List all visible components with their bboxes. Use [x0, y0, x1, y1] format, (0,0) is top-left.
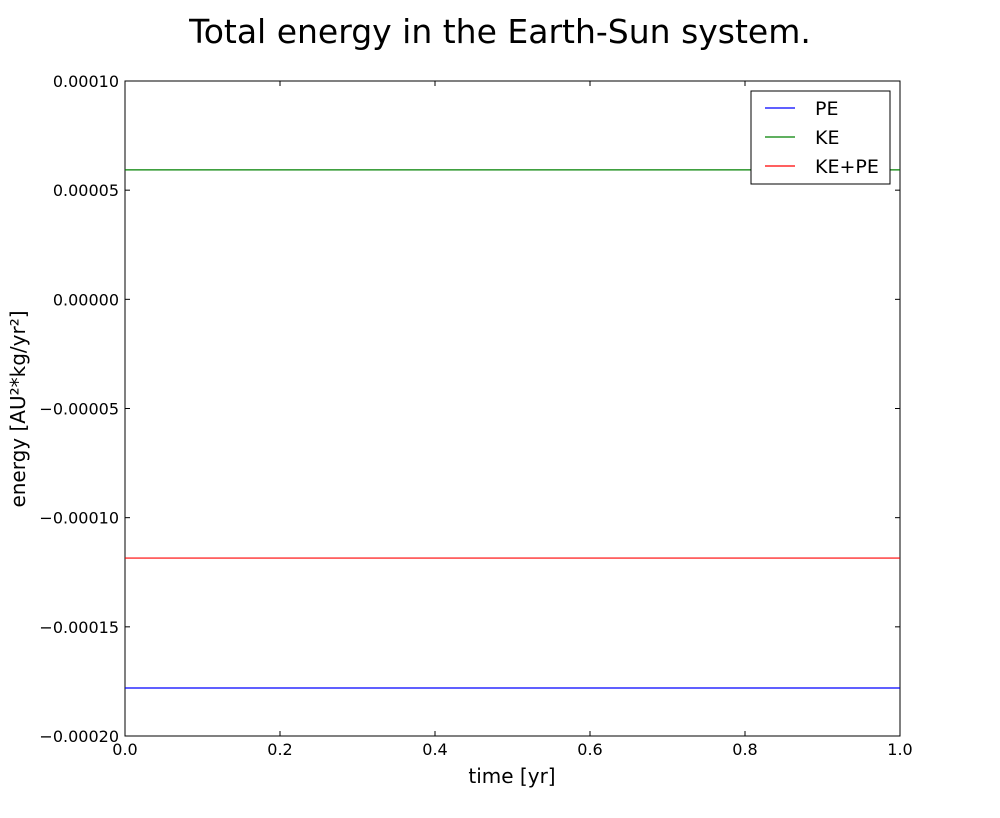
plot-area [124, 80, 901, 737]
legend-label: KE+PE [815, 156, 879, 178]
x-tick-label: 0.8 [732, 740, 757, 759]
y-tick-label: −0.00015 [39, 618, 119, 637]
x-axis-label: time [yr] [468, 764, 555, 788]
x-tick-label: 0.4 [422, 740, 447, 759]
legend-label: PE [815, 98, 838, 120]
x-tick-label: 0.0 [112, 740, 137, 759]
legend: PE KE KE+PE [750, 90, 891, 185]
y-tick-label: −0.00005 [39, 400, 119, 419]
y-tick-label: 0.00000 [53, 290, 119, 309]
x-tick-label: 0.6 [577, 740, 602, 759]
chart-title: Total energy in the Earth-Sun system. [188, 12, 811, 51]
legend-label: KE [815, 127, 839, 149]
axis-ticks: 0.0 0.2 0.4 0.6 0.8 1.0 0.00010 0.00005 0.00000 −… [39, 72, 912, 759]
x-tick-label: 1.0 [887, 740, 912, 759]
y-axis-label: energy [AU²*kg/yr²] [6, 310, 30, 507]
y-tick-label: 0.00010 [53, 72, 119, 91]
y-tick-label: −0.00010 [39, 509, 119, 528]
y-tick-label: −0.00020 [39, 727, 119, 746]
y-tick-label: 0.00005 [53, 181, 119, 200]
x-tick-label: 0.2 [267, 740, 292, 759]
